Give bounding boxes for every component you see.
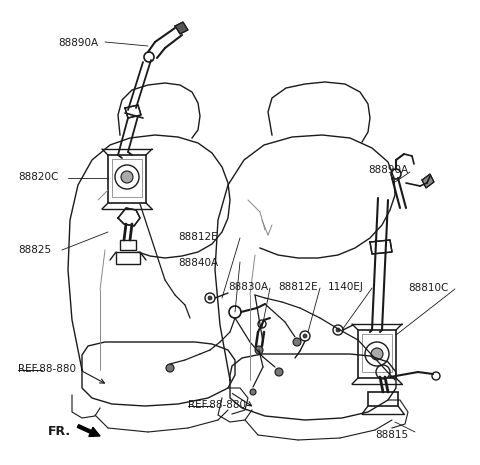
Bar — [108, 155, 146, 203]
Polygon shape — [175, 22, 188, 34]
Circle shape — [250, 389, 256, 395]
Text: REF.88-880: REF.88-880 — [18, 364, 76, 374]
Text: FR.: FR. — [48, 425, 71, 438]
Text: 88812E: 88812E — [278, 282, 318, 292]
Polygon shape — [118, 208, 140, 226]
Circle shape — [166, 364, 174, 372]
Circle shape — [255, 346, 263, 354]
Text: 88825: 88825 — [18, 245, 51, 255]
Bar — [120, 240, 136, 250]
Polygon shape — [370, 240, 392, 254]
Text: 88830A: 88830A — [228, 282, 268, 292]
Text: 88812E: 88812E — [178, 232, 217, 242]
Circle shape — [121, 171, 133, 183]
Bar — [116, 252, 140, 264]
Bar — [368, 392, 398, 406]
Circle shape — [371, 348, 383, 360]
Text: REF.88-880: REF.88-880 — [188, 400, 246, 410]
Circle shape — [293, 338, 301, 346]
Circle shape — [303, 334, 307, 338]
Circle shape — [208, 296, 212, 300]
Polygon shape — [422, 174, 434, 188]
Text: 88820C: 88820C — [18, 172, 59, 182]
Text: 1140EJ: 1140EJ — [328, 282, 364, 292]
Text: 88890A: 88890A — [368, 165, 408, 175]
Bar — [358, 330, 396, 378]
Text: 88840A: 88840A — [178, 258, 218, 268]
Bar — [362, 334, 392, 372]
Circle shape — [275, 368, 283, 376]
Bar — [112, 159, 142, 197]
Text: 88890A: 88890A — [58, 38, 98, 48]
Circle shape — [336, 328, 340, 332]
FancyArrow shape — [77, 425, 100, 437]
Text: 88810C: 88810C — [408, 283, 448, 293]
Text: 88815: 88815 — [375, 430, 408, 440]
Polygon shape — [125, 105, 141, 118]
